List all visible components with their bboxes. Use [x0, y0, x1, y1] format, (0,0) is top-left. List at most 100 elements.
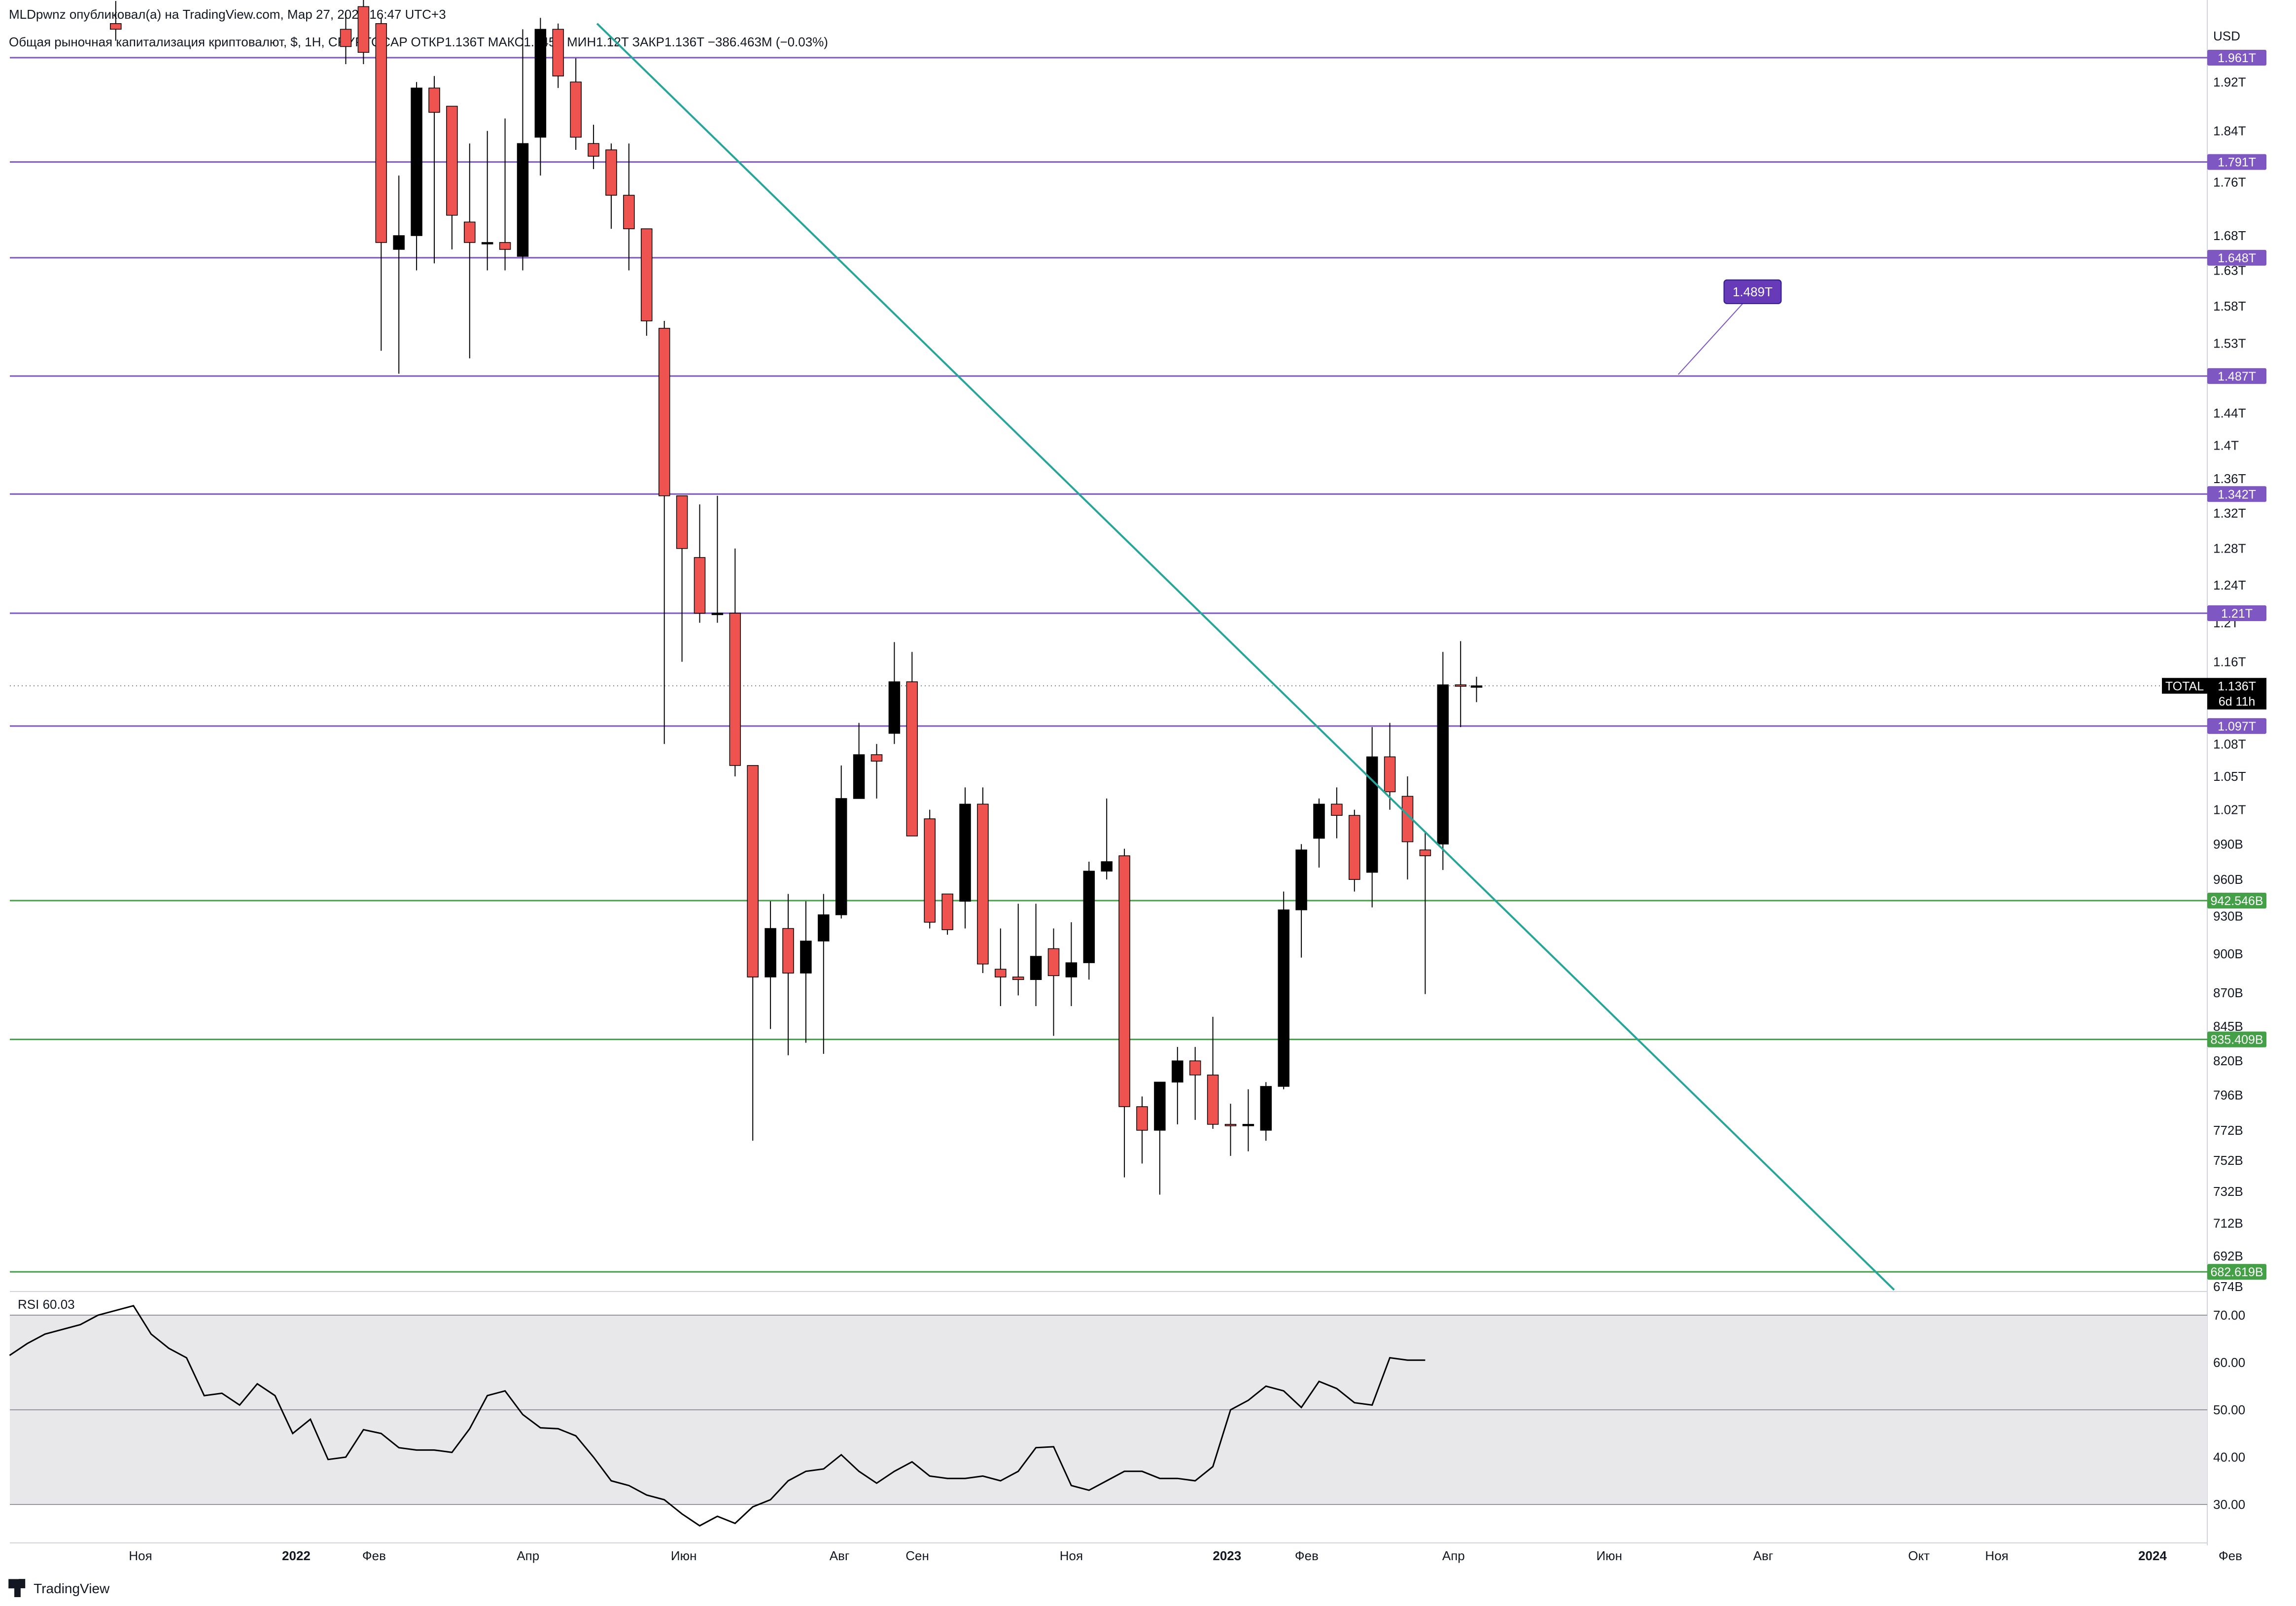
time-tick-label: Окт [1908, 1548, 1930, 1563]
candle-body [853, 754, 865, 799]
candle [977, 787, 989, 974]
price-tick-label: 752B [2213, 1153, 2243, 1168]
price-tick-label: 732B [2213, 1184, 2243, 1199]
price-tick-label: 930B [2213, 908, 2243, 923]
candle [1047, 928, 1060, 1036]
countdown-label: 6d 11h [2219, 695, 2256, 708]
candle [1118, 848, 1130, 1178]
candle [765, 901, 776, 1029]
candle-body [1384, 756, 1396, 793]
candle-body [1349, 815, 1360, 880]
candle [1224, 1104, 1237, 1156]
time-tick-label: Сен [905, 1548, 929, 1563]
candle-body [605, 149, 617, 196]
candle [428, 76, 440, 264]
candle-body [1224, 1124, 1237, 1126]
candle-body [1083, 871, 1095, 963]
level-price-badge [2207, 1031, 2266, 1047]
price-tick-label: 900B [2213, 946, 2243, 961]
candle [1136, 1096, 1148, 1164]
level-price-label: 1.487T [2218, 370, 2256, 384]
candle [1172, 1047, 1183, 1124]
callout-pointer [1678, 303, 1743, 375]
candle [411, 82, 422, 271]
rsi-tick-label: 50.00 [2213, 1402, 2245, 1417]
candle-body [1118, 855, 1130, 1107]
candle-body [1154, 1082, 1166, 1131]
price-tick-label: 960B [2213, 872, 2243, 887]
time-tick-label: 2022 [282, 1548, 311, 1563]
level-price-badge [2207, 486, 2266, 502]
candle [888, 642, 901, 744]
candle-body [1101, 861, 1113, 872]
level-price-badge [2207, 154, 2266, 170]
candle-body [941, 893, 953, 930]
candle-body [623, 195, 635, 229]
candle-body [357, 6, 370, 53]
time-tick-label: Фев [2219, 1548, 2242, 1563]
candle-body [765, 928, 776, 978]
candle [1189, 1047, 1201, 1120]
candle-body [393, 235, 405, 250]
price-tick-label: 870B [2213, 985, 2243, 1000]
candle-body [1047, 948, 1060, 977]
rsi-tick-label: 40.00 [2213, 1450, 2245, 1465]
candle [924, 809, 936, 929]
candle-body [481, 242, 493, 244]
candle-body [1030, 956, 1042, 980]
tradingview-brand[interactable]: ▜▘ TradingView [9, 1580, 109, 1597]
brand-label: TradingView [34, 1580, 110, 1596]
candle-body [818, 914, 830, 942]
currency-label: USD [2213, 29, 2240, 43]
level-price-label: 835.409B [2210, 1033, 2263, 1047]
candle-body [711, 613, 724, 615]
candle [552, 23, 564, 88]
candle [357, 0, 370, 65]
candle-body [411, 87, 422, 236]
rsi-title: RSI 60.03 [18, 1297, 75, 1312]
price-tick-label: 712B [2213, 1216, 2243, 1231]
candle [782, 894, 794, 1055]
time-tick-label: Ноя [129, 1548, 152, 1563]
trendline [596, 23, 1895, 1291]
callout-box [1723, 279, 1782, 304]
candle [570, 58, 582, 150]
time-tick-label: Авг [1753, 1548, 1774, 1563]
rsi-tick-label: 30.00 [2213, 1497, 2245, 1512]
level-price-badge [2207, 1264, 2266, 1280]
candle-body [1455, 684, 1466, 687]
candle [1470, 676, 1483, 702]
candle [481, 131, 493, 271]
candle-body [995, 969, 1007, 978]
level-price-label: 1.097T [2218, 720, 2256, 733]
level-price-label: 682.619B [2210, 1265, 2263, 1279]
candle-body [959, 803, 971, 902]
price-tick-label: 674B [2213, 1279, 2243, 1294]
level-price-label: 1.791T [2218, 156, 2256, 170]
candle [1313, 798, 1325, 868]
price-tick-label: 1.36T [2213, 471, 2246, 486]
price-tick-label: 692B [2213, 1249, 2243, 1263]
candle-body [835, 798, 847, 915]
candle-body [517, 143, 529, 257]
last-price-badge [2207, 678, 2266, 710]
candle-body [1278, 909, 1289, 1087]
candle-body [588, 143, 599, 157]
candle [835, 765, 847, 919]
time-tick-label: Апр [517, 1548, 539, 1563]
level-price-badge [2207, 50, 2266, 66]
candle-body [464, 221, 476, 243]
candle-body [1419, 849, 1431, 856]
candle-body [1172, 1060, 1183, 1082]
level-price-label: 1.961T [2218, 51, 2256, 65]
price-tick-label: 1.68T [2213, 228, 2246, 243]
candle-body [1065, 962, 1078, 978]
candle [800, 901, 812, 1043]
candle [393, 175, 405, 374]
candle [1366, 727, 1378, 908]
time-tick-label: Ноя [1060, 1548, 1083, 1563]
symbol-badge [2162, 678, 2207, 694]
price-tick-label: 1.58T [2213, 299, 2246, 314]
candle [676, 495, 688, 662]
